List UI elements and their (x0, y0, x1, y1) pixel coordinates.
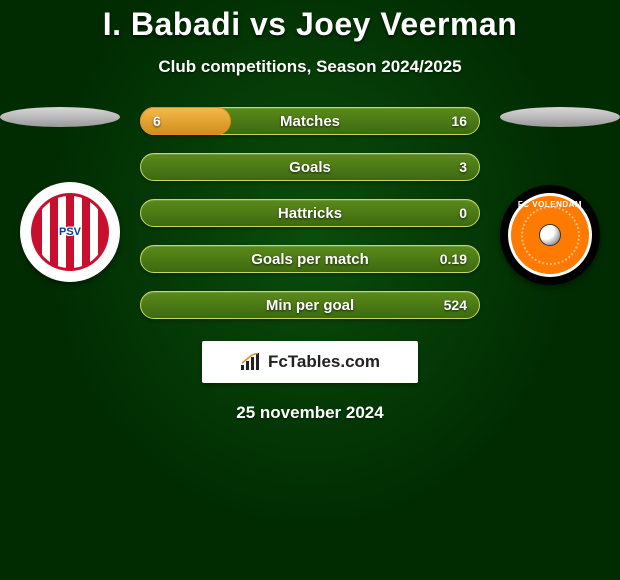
team-crest-right-label: FC VOLENDAM (518, 200, 582, 209)
stat-bar: 0.19 Goals per match (140, 245, 480, 273)
stat-bar: 3 Goals (140, 153, 480, 181)
player-silhouette-right (500, 107, 620, 127)
page-title: I. Babadi vs Joey Veerman (0, 6, 620, 43)
stat-bar: 6 16 Matches (140, 107, 480, 135)
stat-value-right: 16 (451, 113, 467, 129)
stat-value-right: 524 (444, 297, 467, 313)
team-crest-right: FC VOLENDAM (500, 185, 600, 285)
stat-label: Min per goal (266, 297, 354, 314)
football-icon (539, 224, 561, 246)
stat-label: Goals (289, 159, 331, 176)
header: I. Babadi vs Joey Veerman Club competiti… (0, 0, 620, 77)
stat-value-right: 0.19 (440, 251, 467, 267)
stat-bars: 6 16 Matches 3 Goals 0 Hattricks 0.19 Goals per … (140, 107, 480, 319)
stat-value-right: 0 (459, 205, 467, 221)
stat-bar: 524 Min per goal (140, 291, 480, 319)
team-crest-right-inner: FC VOLENDAM (508, 193, 592, 277)
brand-badge: FcTables.com (202, 341, 418, 383)
comparison-panel: PSV FC VOLENDAM 6 16 Matches 3 Goals 0 Hattric… (0, 107, 620, 423)
brand-text: FcTables.com (268, 352, 380, 372)
stat-label: Hattricks (278, 205, 342, 222)
stat-label: Goals per match (251, 251, 369, 268)
team-crest-left-label: PSV (31, 193, 109, 271)
stat-value-right: 3 (459, 159, 467, 175)
snapshot-date: 25 november 2024 (0, 403, 620, 423)
player-silhouette-left (0, 107, 120, 127)
team-crest-left: PSV (20, 182, 120, 282)
stat-value-left: 6 (153, 113, 161, 129)
stat-label: Matches (280, 113, 340, 130)
bar-chart-icon (240, 353, 262, 371)
stat-bar: 0 Hattricks (140, 199, 480, 227)
page-subtitle: Club competitions, Season 2024/2025 (0, 57, 620, 77)
